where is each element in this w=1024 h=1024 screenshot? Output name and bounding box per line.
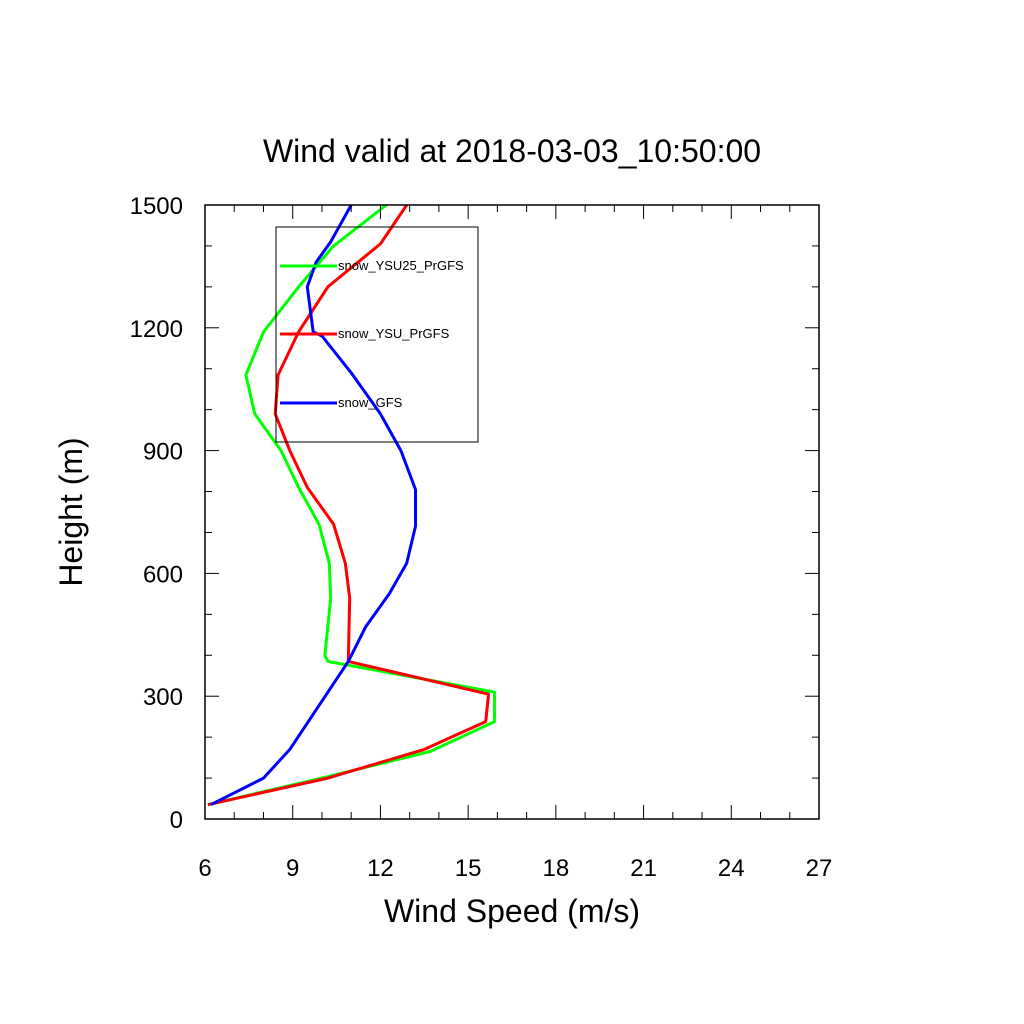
x-tick-label: 15 [455,855,482,882]
y-tick-label: 0 [170,807,183,834]
legend: snow_YSU25_PrGFS snow_YSU_PrGFS snow_GFS [275,226,479,443]
x-tick-label: 9 [286,855,299,882]
chart-title: Wind valid at 2018-03-03_10:50:00 [263,133,761,169]
plot-area [207,203,496,807]
x-tick-label: 12 [367,855,394,882]
x-tick-label: 6 [198,855,211,882]
x-tick-label: 18 [543,855,570,882]
legend-label-2: snow_GFS [338,395,403,410]
y-axis-label: Height (m) [53,437,89,586]
legend-box [275,226,479,443]
series-line-1 [207,204,491,807]
x-axis-label: Wind Speed (m/s) [384,893,640,929]
y-tick-label: 1500 [130,193,183,220]
series-line-0 [207,203,496,807]
series-line-2 [210,204,417,807]
x-tick-label: 24 [718,855,745,882]
legend-label-1: snow_YSU_PrGFS [338,326,450,341]
plot-frame [204,204,820,820]
y-tick-label: 900 [143,439,183,466]
y-tick-label: 300 [143,684,183,711]
x-tick-label: 27 [806,855,833,882]
axes: 6 9 12 15 18 21 24 27 0 300 600 900 1200 1500 [130,193,833,882]
x-tick-label: 21 [630,855,657,882]
y-tick-label: 600 [143,561,183,588]
legend-label-0: snow_YSU25_PrGFS [338,258,464,273]
y-tick-label: 1200 [130,316,183,343]
